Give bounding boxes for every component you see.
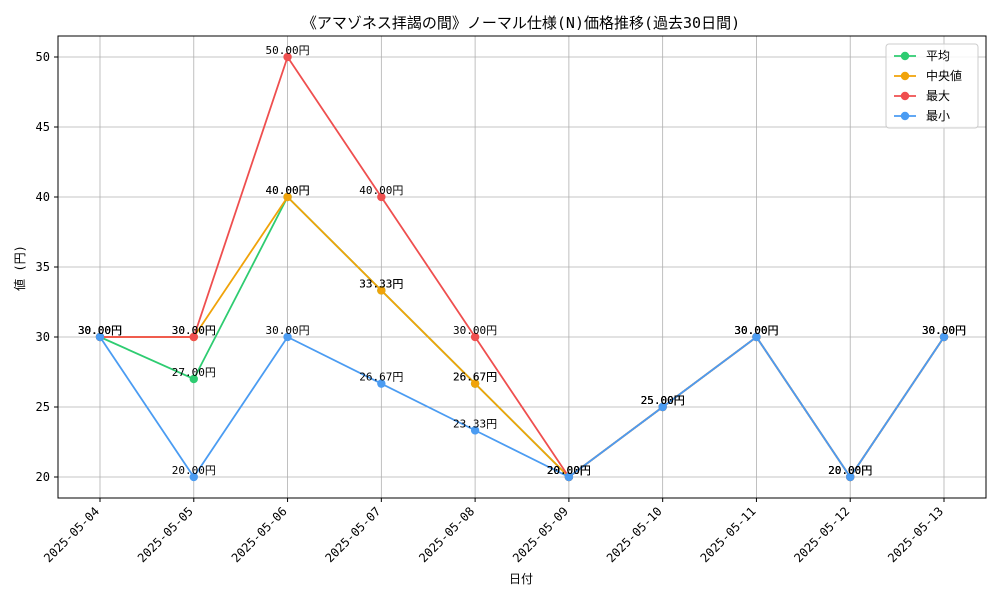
data-point [377,379,386,388]
chart-title: 《アマゾネス拝謁の間》ノーマル仕様(N)価格推移(過去30日間) [302,14,740,32]
legend-box [885,43,979,129]
data-labels: 30.00円 27.00円 40.00円 33.33円 26.67円 20.00円 25.0… [78,44,966,477]
data-point [189,374,198,384]
data-label: 20.00円 [547,464,591,477]
data-label: 27.00円 [172,366,216,379]
data-label: 20.00円 [828,464,872,477]
data-point [752,332,761,342]
grid-lines [58,36,986,498]
series-line [99,335,945,479]
x-tick-labels: 2025-05-04 2025-05-05 2025-05-06 2025-05-07… [41,498,946,565]
data-label: 26.67円 [453,371,497,384]
data-label: 25.00円 [641,394,685,407]
x-tick-label: 2025-05-07 [322,504,383,565]
data-label: 30.00円 [922,324,966,337]
series-lines [95,52,949,482]
data-label: 30.00円 [922,324,966,337]
legend-label: 平均 [926,49,950,63]
x-tick-label: 2025-05-08 [416,504,477,565]
legend-marker [900,71,910,81]
x-tick-label: 2025-05-12 [791,504,852,565]
y-axis-label: 値 (円) [12,245,27,291]
x-tick-label: 2025-05-09 [510,504,571,565]
legend-marker [900,91,910,101]
data-point [377,192,386,202]
legend-label: 中央値 [926,68,962,83]
data-label: 30.00円 [734,324,778,337]
data-label: 23.33円 [453,417,497,430]
data-label: 30.00円 [734,324,778,337]
data-label: 20.00円 [828,464,872,477]
legend-label: 最小 [926,109,950,123]
data-point [283,52,292,62]
data-label: 33.33円 [359,277,403,290]
data-point [470,332,480,342]
legend-label: 最大 [926,89,950,103]
data-label: 25.00円 [641,394,685,407]
x-tick-label: 2025-05-11 [698,504,759,565]
y-tick-label: 20 [36,470,50,484]
data-label: 25.00円 [641,394,685,407]
data-label: 40.00円 [265,184,309,197]
data-label: 40.00円 [359,184,403,197]
y-tick-labels: 20 25 30 35 40 45 50 [36,50,58,484]
data-point [470,426,480,435]
data-label: 33.33円 [359,277,403,290]
data-label: 30.00円 [78,324,122,337]
data-label: 30.00円 [734,324,778,337]
y-tick-label: 30 [36,330,50,344]
data-point [377,286,386,295]
data-point [470,379,480,388]
data-label: 40.00円 [265,184,309,197]
y-tick-label: 35 [36,260,50,274]
y-tick-label: 25 [36,400,50,414]
data-label: 30.00円 [922,324,966,337]
data-label: 30.00円 [265,324,309,337]
y-tick-label: 40 [36,190,50,204]
x-axis-label: 日付 [509,572,533,586]
data-label: 30.00円 [172,324,216,337]
data-label: 30.00円 [922,324,966,337]
data-point [283,332,292,342]
data-point [939,332,949,342]
data-label: 25.00円 [641,394,685,407]
data-point [846,472,855,482]
data-label: 30.00円 [78,324,122,337]
data-label: 20.00円 [547,464,591,477]
data-label: 30.00円 [78,324,122,337]
y-tick-label: 50 [36,50,50,64]
data-label: 20.00円 [828,464,872,477]
x-tick-label: 2025-05-10 [604,504,665,565]
data-label: 20.00円 [547,464,591,477]
data-point [189,332,198,342]
data-point [658,402,667,412]
y-tick-label: 45 [36,120,50,134]
data-label: 50.00円 [265,44,309,57]
data-label: 30.00円 [172,324,216,337]
data-label: 20.00円 [547,464,591,477]
data-label: 26.67円 [453,371,497,384]
legend-marker [900,51,910,61]
data-point [95,332,105,342]
data-point [189,472,198,482]
data-label: 30.00円 [78,324,122,337]
data-label: 30.00円 [734,324,778,337]
x-tick-label: 2025-05-13 [885,504,946,565]
data-label: 30.00円 [453,324,497,337]
x-tick-label: 2025-05-06 [229,504,290,565]
legend-marker [900,111,910,121]
data-label: 26.67円 [359,371,403,384]
data-point [564,472,574,482]
x-tick-label: 2025-05-04 [41,504,102,565]
data-label: 20.00円 [828,464,872,477]
data-point [283,192,292,202]
data-label: 20.00円 [172,464,216,477]
x-tick-label: 2025-05-05 [135,504,196,565]
